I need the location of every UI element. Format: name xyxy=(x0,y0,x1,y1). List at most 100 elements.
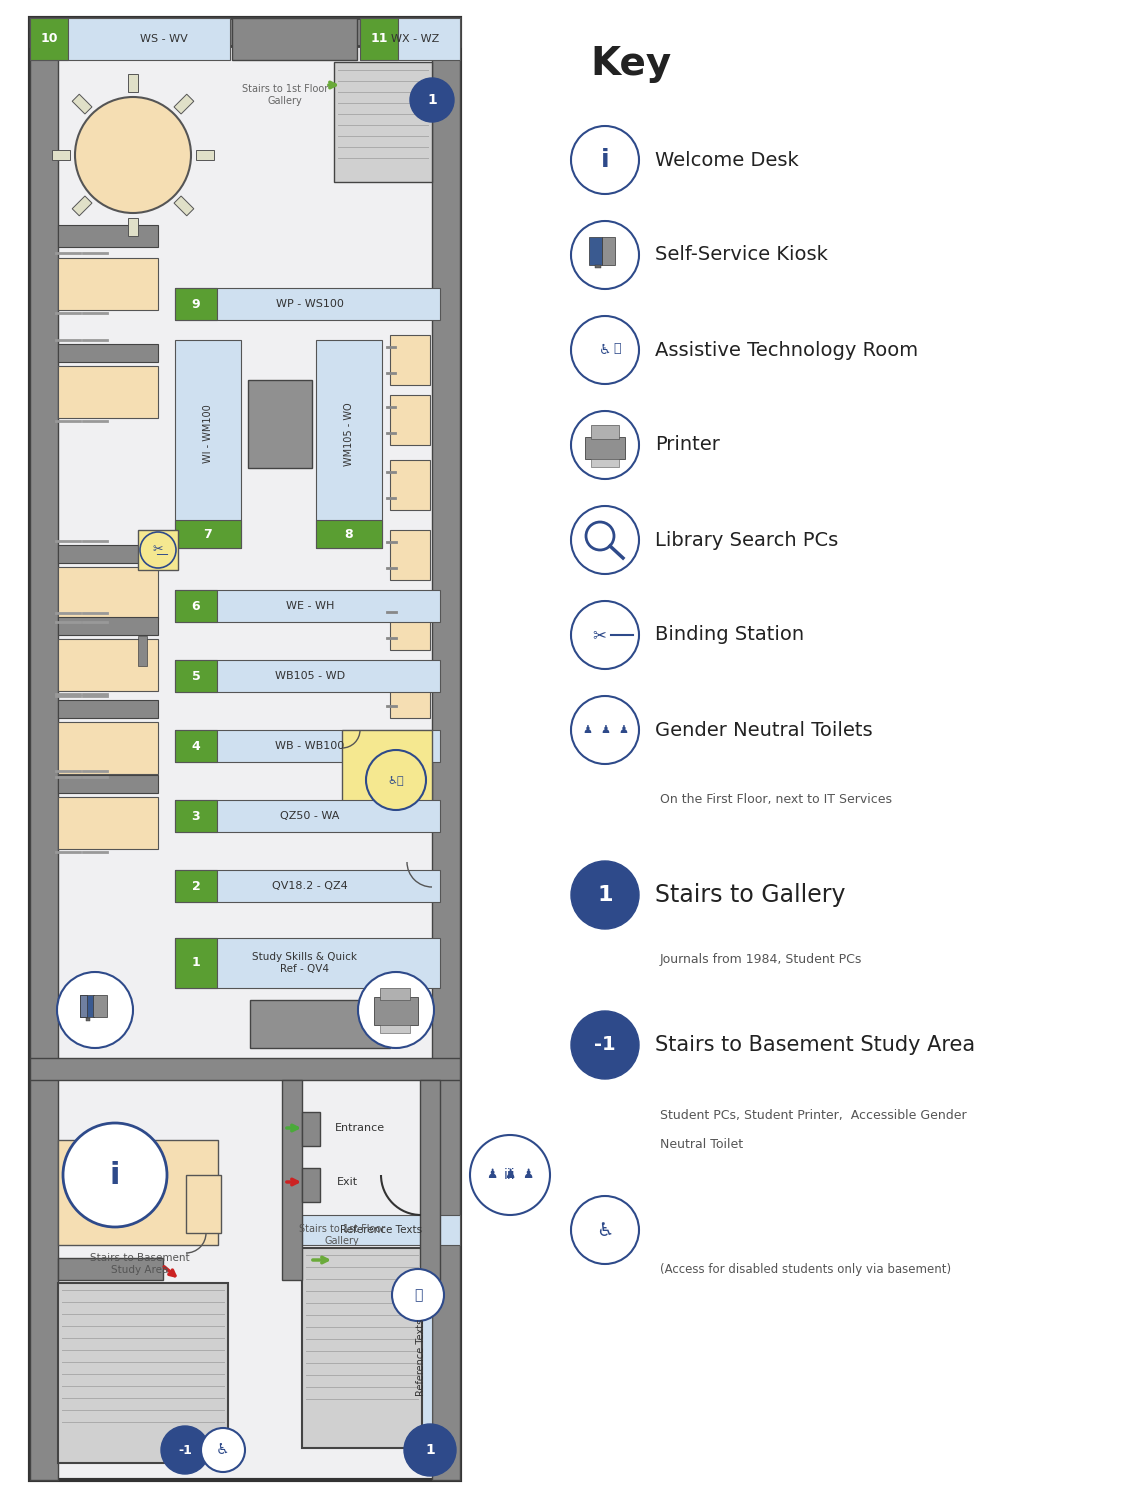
Text: 6: 6 xyxy=(191,600,200,612)
Bar xyxy=(176,730,217,762)
Bar xyxy=(72,196,92,216)
Bar xyxy=(380,988,409,1000)
Bar xyxy=(342,730,432,830)
Bar xyxy=(86,1019,90,1022)
Bar xyxy=(176,938,440,988)
Bar xyxy=(176,590,217,622)
Bar xyxy=(30,18,230,60)
Text: QZ50 - WA: QZ50 - WA xyxy=(280,812,340,820)
Text: 1: 1 xyxy=(425,1443,435,1456)
Circle shape xyxy=(410,78,455,122)
Text: Entrance: Entrance xyxy=(335,1124,385,1132)
Bar xyxy=(602,237,615,266)
Bar xyxy=(420,1080,440,1280)
Text: 1: 1 xyxy=(191,957,200,969)
Bar xyxy=(390,740,430,790)
Bar xyxy=(58,225,158,248)
Text: Printer: Printer xyxy=(655,435,720,454)
Bar xyxy=(58,1080,432,1450)
Bar xyxy=(138,636,147,666)
Circle shape xyxy=(572,220,639,290)
Circle shape xyxy=(572,506,639,574)
Bar xyxy=(176,340,241,548)
Bar xyxy=(316,340,383,548)
Bar xyxy=(58,1354,163,1377)
Text: i: i xyxy=(601,148,610,172)
Text: Library Search PCs: Library Search PCs xyxy=(655,531,838,549)
Text: WS - WV: WS - WV xyxy=(141,34,188,44)
Bar xyxy=(174,196,194,216)
Bar xyxy=(58,616,158,634)
Bar xyxy=(374,998,418,1024)
Text: 7: 7 xyxy=(204,528,213,540)
Text: i: i xyxy=(110,1161,120,1190)
Text: Journals from 1984, Student PCs: Journals from 1984, Student PCs xyxy=(660,954,863,966)
Bar xyxy=(591,459,619,466)
Circle shape xyxy=(358,972,434,1048)
Circle shape xyxy=(572,696,639,764)
Bar xyxy=(128,74,138,92)
Text: 🔍: 🔍 xyxy=(414,1288,422,1302)
Bar xyxy=(128,217,138,236)
Circle shape xyxy=(75,98,191,213)
Bar xyxy=(410,1248,432,1466)
Bar xyxy=(176,938,217,988)
Bar xyxy=(360,18,398,60)
Bar xyxy=(58,722,158,774)
Bar xyxy=(176,730,440,762)
Text: Stairs to 1st Floor
Gallery: Stairs to 1st Floor Gallery xyxy=(299,1224,385,1246)
Text: ✂: ✂ xyxy=(592,626,606,644)
Bar xyxy=(52,150,70,160)
Bar xyxy=(93,994,107,1017)
Text: ♿: ♿ xyxy=(216,1443,229,1458)
Bar xyxy=(58,567,158,620)
Bar xyxy=(432,18,460,1480)
Circle shape xyxy=(366,750,426,810)
Bar xyxy=(248,380,312,468)
Bar xyxy=(595,266,601,268)
Bar xyxy=(58,344,158,362)
Bar xyxy=(58,1282,228,1462)
Text: ♟: ♟ xyxy=(504,1168,515,1182)
Bar xyxy=(58,639,158,692)
Bar xyxy=(30,18,460,46)
Text: ♟: ♟ xyxy=(618,724,628,735)
Bar xyxy=(176,870,440,901)
Text: 4: 4 xyxy=(191,740,200,753)
Bar xyxy=(250,1000,390,1048)
Bar xyxy=(302,1215,460,1245)
Bar xyxy=(176,870,217,901)
Text: Self-Service Kiosk: Self-Service Kiosk xyxy=(655,246,828,264)
Text: 1: 1 xyxy=(428,93,436,106)
Text: Neutral Toilet: Neutral Toilet xyxy=(660,1138,744,1152)
Text: ♟: ♟ xyxy=(486,1168,497,1182)
Text: 10: 10 xyxy=(40,33,57,45)
Bar xyxy=(176,590,440,622)
Circle shape xyxy=(586,522,614,550)
Circle shape xyxy=(392,1269,444,1322)
Text: ♟: ♟ xyxy=(582,724,592,735)
Bar xyxy=(138,530,178,570)
Text: iii: iii xyxy=(504,1168,515,1182)
Bar xyxy=(186,1174,220,1233)
Text: ⬜: ⬜ xyxy=(613,342,621,354)
Text: Stairs to Gallery: Stairs to Gallery xyxy=(655,884,846,908)
Bar xyxy=(360,18,460,60)
Bar xyxy=(58,366,158,419)
Bar xyxy=(302,1168,319,1202)
Bar xyxy=(30,1058,460,1080)
Text: Stairs to Basement
Study Area: Stairs to Basement Study Area xyxy=(90,1252,190,1275)
Bar xyxy=(390,530,430,580)
Text: WB105 - WD: WB105 - WD xyxy=(274,670,345,681)
Bar xyxy=(585,436,626,459)
Circle shape xyxy=(63,1124,166,1227)
Bar xyxy=(590,237,602,266)
Text: Gender Neutral Toilets: Gender Neutral Toilets xyxy=(655,720,873,740)
Bar xyxy=(176,288,217,320)
Circle shape xyxy=(57,972,133,1048)
Text: ♿🖵: ♿🖵 xyxy=(388,776,404,784)
Bar xyxy=(176,800,217,832)
Bar xyxy=(302,1112,319,1146)
Bar xyxy=(58,1140,218,1245)
Bar xyxy=(380,1024,409,1033)
